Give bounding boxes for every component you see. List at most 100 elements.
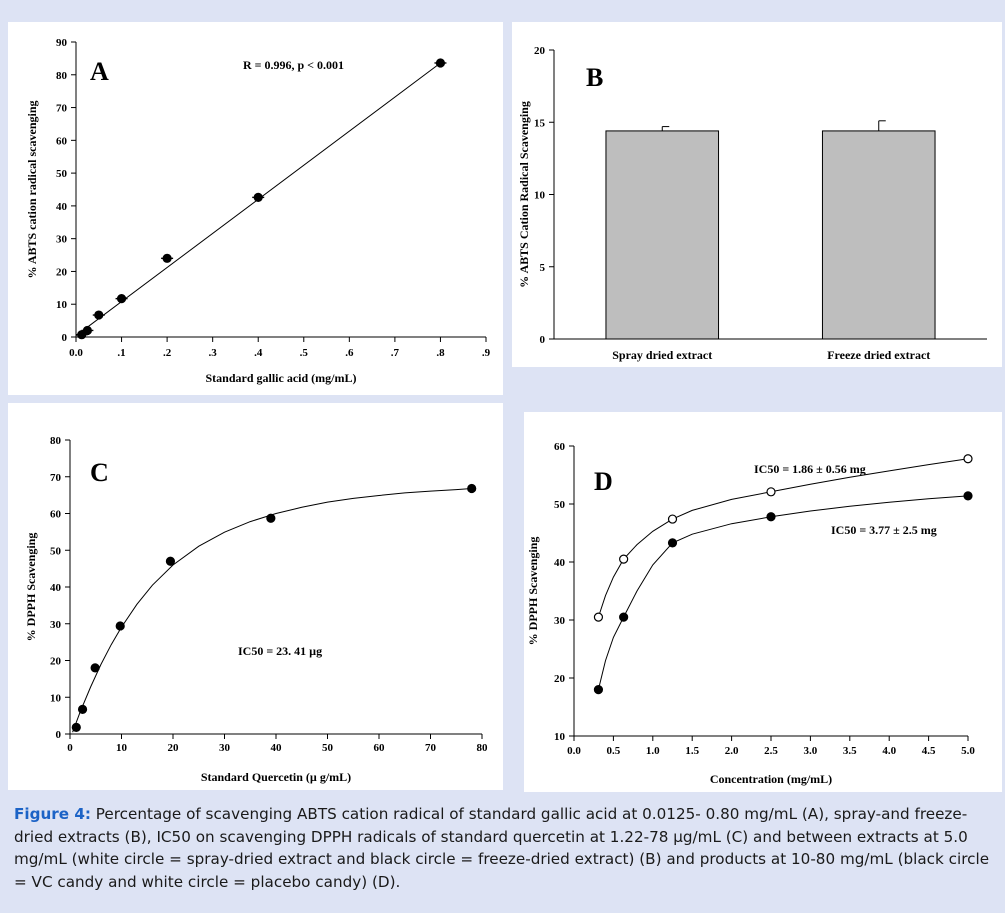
y-tick-label: 90 — [56, 37, 68, 49]
chart-c: 0 10 20 30 40 50 60 70 80 0 10 20 30 40 50 60 70 80 Standa… — [24, 435, 488, 784]
x-tick-label: 20 — [168, 742, 180, 754]
y-tick-label: 40 — [554, 557, 566, 569]
y-tick-label: 20 — [554, 673, 566, 685]
data-point-filled — [90, 663, 100, 673]
bar — [605, 130, 720, 340]
y-axis-label: % DPPH Scavenging — [526, 537, 540, 646]
fit-curve — [72, 488, 472, 733]
y-axis-label: % DPPH Scavenging — [24, 533, 38, 642]
x-tick-label: .3 — [209, 347, 218, 359]
x-axis-label: Standard Quercetin (µ g/mL) — [201, 770, 351, 784]
y-tick-label: 0 — [62, 332, 68, 344]
x-tick-label: 60 — [374, 742, 386, 754]
y-tick-label: 70 — [56, 103, 68, 115]
y-tick-label: 40 — [50, 582, 62, 594]
y-tick-label: 0 — [540, 334, 546, 346]
x-tick-label: .8 — [436, 347, 445, 359]
chart-annotation: IC50 = 23. 41 µg — [238, 644, 322, 658]
chart-a: 0 10 20 30 40 50 60 70 80 90 0.0 .1 .2 .3 .4 .5 .6 .7 .8 .9… — [25, 37, 491, 385]
data-point-filled — [667, 538, 678, 548]
x-axis-label: Concentration (mg/mL) — [710, 772, 832, 786]
y-tick-label: 20 — [50, 656, 62, 668]
x-tick-label: 50 — [322, 742, 334, 754]
chart-d: 10 20 30 40 50 60 0.0 0.5 1.0 1.5 2.0 2.5 3.0 3.5 4.0 4… — [526, 441, 975, 786]
y-tick-label: 60 — [50, 509, 62, 521]
y-tick-label: 50 — [56, 168, 68, 180]
panel-letter: A — [90, 57, 109, 86]
data-point-filled — [71, 722, 81, 732]
caption-text: Percentage of scavenging ABTS cation rad… — [14, 805, 990, 891]
data-point-filled — [766, 512, 776, 522]
x-tick-label: 1.5 — [685, 745, 699, 757]
y-tick-label: 30 — [50, 619, 62, 631]
x-tick-label: .7 — [391, 347, 400, 359]
x-tick-label: 2.5 — [764, 745, 778, 757]
x-axis-label: Standard gallic acid (mg/mL) — [205, 371, 356, 385]
x-tick-label: 0 — [67, 742, 73, 754]
chart-b: 0 5 10 15 20 % ABTS Cation Radical Scavenging… — [517, 45, 987, 362]
x-tick-label: 5.0 — [961, 745, 975, 757]
chart-annotation: R = 0.996, p < 0.001 — [243, 58, 344, 72]
x-tick-label: 1.0 — [646, 745, 660, 757]
data-point-filled — [593, 685, 604, 695]
x-tick-label: 70 — [425, 742, 437, 754]
x-tick-label: 4.5 — [922, 745, 936, 757]
y-tick-label: 50 — [554, 499, 566, 511]
x-tick-label: .2 — [163, 347, 172, 359]
series-curve — [597, 458, 969, 618]
x-tick-label: 10 — [116, 742, 128, 754]
series-curve — [597, 495, 969, 690]
y-tick-label: 70 — [50, 472, 62, 484]
x-tick-label: 3.0 — [804, 745, 818, 757]
figure-caption: Figure 4: Percentage of scavenging ABTS … — [14, 803, 994, 893]
y-tick-label: 30 — [56, 234, 68, 246]
x-tick-label: 3.5 — [843, 745, 857, 757]
panel-b: 0 5 10 15 20 % ABTS Cation Radical Scavenging… — [512, 22, 1002, 367]
data-point-open — [619, 554, 629, 564]
series-annotation: IC50 = 3.77 ± 2.5 mg — [831, 523, 937, 537]
panel-c: 0 10 20 30 40 50 60 70 80 0 10 20 30 40 50 60 70 80 Standa… — [8, 403, 503, 790]
data-point-filled — [266, 513, 276, 523]
x-tick-label: 2.0 — [725, 745, 739, 757]
bar — [821, 130, 936, 340]
data-point-filled — [165, 556, 176, 566]
y-tick-label: 80 — [50, 435, 62, 447]
y-axis-label: % ABTS cation radical scavenging — [25, 100, 39, 278]
panel-a: 0 10 20 30 40 50 60 70 80 90 0.0 .1 .2 .3 .4 .5 .6 .7 .8 .9… — [8, 22, 503, 395]
panel-letter: C — [90, 458, 109, 487]
x-tick-label: .6 — [345, 347, 354, 359]
data-point-open — [667, 514, 678, 524]
y-tick-label: 20 — [534, 45, 546, 57]
data-point-filled — [467, 483, 477, 494]
x-tick-label: .9 — [482, 347, 491, 359]
y-tick-label: 80 — [56, 70, 68, 82]
data-point-open — [963, 454, 973, 464]
x-tick-label: 0.0 — [69, 347, 83, 359]
x-tick-label: .1 — [117, 347, 125, 359]
data-point-open — [593, 612, 604, 622]
y-tick-label: 60 — [56, 135, 68, 147]
y-tick-label: 30 — [554, 615, 566, 627]
y-tick-label: 20 — [56, 266, 68, 278]
x-tick-label: 30 — [219, 742, 231, 754]
y-tick-label: 10 — [56, 299, 68, 311]
category-label: Freeze dried extract — [827, 348, 930, 362]
y-axis-label: % ABTS Cation Radical Scavenging — [517, 101, 531, 288]
y-tick-label: 10 — [554, 731, 566, 743]
x-tick-label: 40 — [271, 742, 283, 754]
panel-letter: B — [586, 63, 603, 92]
x-tick-label: .5 — [300, 347, 309, 359]
category-label: Spray dried extract — [612, 348, 712, 362]
x-tick-label: .4 — [254, 347, 263, 359]
y-tick-label: 10 — [50, 692, 62, 704]
x-tick-label: 0.5 — [607, 745, 621, 757]
data-point-filled — [115, 621, 125, 631]
y-tick-label: 50 — [50, 545, 62, 557]
y-tick-label: 10 — [534, 190, 546, 202]
data-point-filled — [963, 491, 973, 501]
data-point-open — [766, 487, 776, 497]
y-tick-label: 40 — [56, 201, 68, 213]
data-point-filled — [77, 704, 88, 714]
y-tick-label: 60 — [554, 441, 566, 453]
x-tick-label: 4.0 — [882, 745, 896, 757]
